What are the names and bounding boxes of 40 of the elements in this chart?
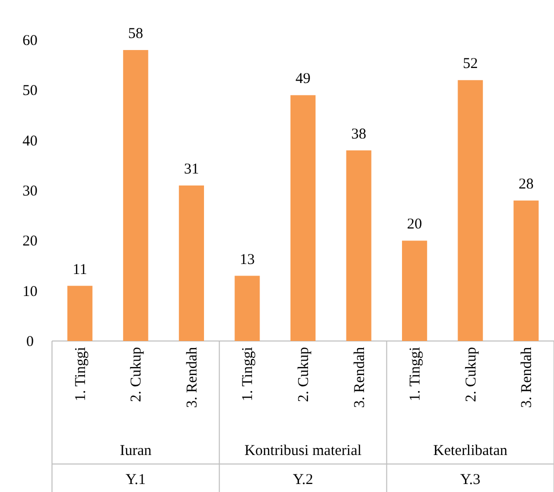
y-tick-label: 0 [26,334,34,350]
bar [67,286,92,341]
y-tick-label: 10 [22,284,38,300]
data-label: 58 [128,26,144,42]
bar [178,185,204,341]
x-tick-label: 1. Tinggi [408,347,424,402]
bar [514,200,539,341]
y-tick-label: 30 [22,184,38,200]
data-label: 38 [351,126,366,142]
bar [402,240,428,341]
x-tick-label: 3. Rendah [352,346,368,408]
y-tick-label: 60 [22,33,38,49]
bar [290,95,316,341]
text: Kontribusi material [244,443,362,459]
data-label: 20 [407,216,422,233]
text: Keterlibatan [433,443,508,459]
x-tick-label: 2. Cukup [128,347,145,402]
bar [458,80,483,341]
data-label: 49 [296,71,310,88]
bar [234,276,260,341]
data-label: 11 [72,262,88,278]
data-label: 13 [240,252,255,268]
x-tick-label: 3. Rendah [519,346,536,408]
text: Y.3 [460,472,480,488]
x-tick-label: 2. Cukup [296,347,312,402]
x-tick-label: 1. Tinggi [240,347,256,402]
text: Iuran [120,443,152,459]
y-tick-label: 50 [22,83,38,100]
x-tick-label: 2. Cukup [463,347,480,402]
bar [123,50,148,341]
data-label: 28 [518,176,534,193]
y-tick-label: 40 [22,133,38,150]
data-label: 52 [462,56,478,72]
text: Y.1 [126,472,146,488]
y-tick-label: 20 [22,234,38,250]
bar [346,150,372,341]
x-tick-label: 3. Rendah [184,346,200,408]
data-label: 31 [184,161,199,178]
x-tick-label: 1. Tinggi [72,347,89,402]
text: Y.2 [292,472,314,488]
